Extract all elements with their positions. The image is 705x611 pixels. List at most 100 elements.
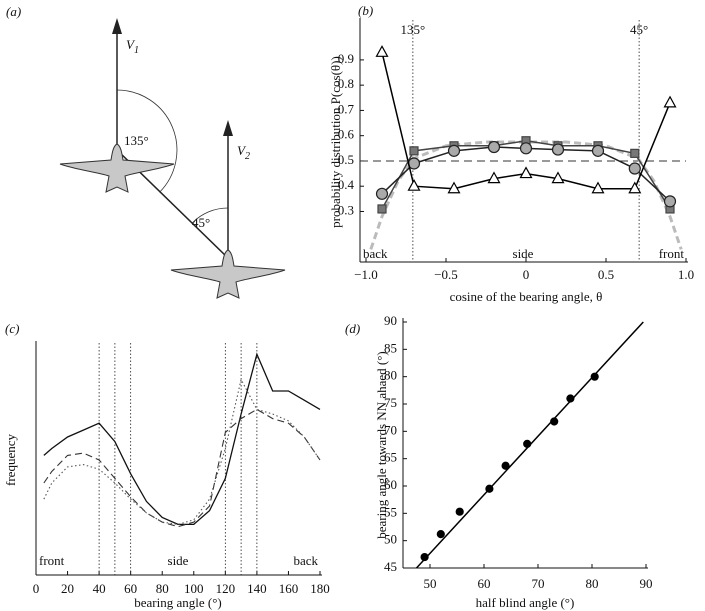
y-tick-label: 0.3 xyxy=(338,202,354,217)
x-axis-label: bearing angle (°) xyxy=(134,595,222,610)
marker xyxy=(407,178,421,191)
marker xyxy=(447,181,461,194)
chart-panel: (c) bearing angle (°) frequency 0 20 40 60 80 10… xyxy=(3,321,330,610)
series-line xyxy=(43,352,321,526)
x-tick-label: 100 xyxy=(184,581,204,596)
marker xyxy=(550,417,559,426)
velocity-label: V1 xyxy=(126,37,139,56)
y-axis-label: frequency xyxy=(3,434,18,486)
marker xyxy=(436,530,445,539)
diagram-a: (a) V1 V2 135° 45° xyxy=(6,4,286,299)
marker xyxy=(377,204,387,214)
series-line xyxy=(43,377,321,525)
series-line xyxy=(43,408,321,528)
marker xyxy=(375,187,389,200)
y-tick-label: 50 xyxy=(384,532,397,547)
marker xyxy=(447,144,461,157)
reference-label: 135° xyxy=(401,22,426,37)
x-axis-label: half blind angle (°) xyxy=(476,595,575,610)
x-tick-label: 70 xyxy=(532,576,545,591)
y-tick-label: 0.8 xyxy=(338,76,354,91)
region-label: side xyxy=(168,553,189,568)
velocity-label: V2 xyxy=(237,143,250,162)
y-tick-label: 90 xyxy=(384,313,397,328)
y-tick-label: 60 xyxy=(384,477,397,492)
y-tick-label: 45 xyxy=(384,559,397,574)
region-label: front xyxy=(39,553,65,568)
series-line xyxy=(369,140,683,250)
x-tick-label: 60 xyxy=(478,576,491,591)
region-label: back xyxy=(363,246,388,261)
marker xyxy=(501,461,510,470)
marker xyxy=(551,143,565,156)
marker xyxy=(630,148,640,158)
x-tick-label: 1.0 xyxy=(678,267,694,282)
marker xyxy=(663,95,677,108)
panel-label: (b) xyxy=(358,3,373,18)
arrow-head xyxy=(223,120,233,136)
x-tick-label: 140 xyxy=(247,581,267,596)
marker xyxy=(455,507,464,516)
x-tick-label: 0 xyxy=(523,267,530,282)
marker xyxy=(551,171,565,184)
y-tick-label: 70 xyxy=(384,422,397,437)
x-tick-label: 180 xyxy=(310,581,330,596)
marker xyxy=(591,181,605,194)
region-label: back xyxy=(293,553,318,568)
region-label: front xyxy=(659,246,685,261)
y-tick-label: 65 xyxy=(384,450,397,465)
marker xyxy=(523,439,532,449)
angle-arc xyxy=(192,207,229,223)
marker xyxy=(420,552,429,562)
marker xyxy=(409,146,419,156)
x-tick-label: −1.0 xyxy=(354,267,378,282)
angle-label: 45° xyxy=(192,215,210,230)
x-axis-label: cosine of the bearing angle, θ xyxy=(450,289,603,304)
x-tick-label: 0 xyxy=(33,581,40,596)
marker xyxy=(487,140,501,154)
y-tick-label: 80 xyxy=(384,368,397,383)
y-tick-label: 55 xyxy=(384,504,397,519)
x-tick-label: 40 xyxy=(93,581,106,596)
x-tick-label: 0.5 xyxy=(598,267,614,282)
y-tick-label: 0.4 xyxy=(338,177,355,192)
x-tick-label: 50 xyxy=(424,576,437,591)
y-tick-label: 75 xyxy=(384,395,397,410)
y-tick-label: 0.7 xyxy=(338,101,355,116)
panel-label: (d) xyxy=(345,321,360,336)
marker xyxy=(590,372,599,381)
marker xyxy=(487,171,501,184)
marker xyxy=(628,162,641,175)
x-tick-label: 90 xyxy=(640,576,653,591)
x-tick-label: 160 xyxy=(279,581,299,596)
panel-label: (c) xyxy=(5,321,19,336)
y-tick-label: 0.9 xyxy=(338,51,354,66)
x-tick-label: 60 xyxy=(124,581,137,596)
x-tick-label: 20 xyxy=(61,581,74,596)
y-axis-label: bearing angle towards NN ahaed (°) xyxy=(374,351,389,538)
y-axis-label: probability distribution P(cos(θ)) xyxy=(328,56,343,228)
x-tick-label: 80 xyxy=(586,576,599,591)
marker xyxy=(519,142,533,155)
y-tick-label: 0.6 xyxy=(338,127,355,142)
chart-panel: (d) half blind angle (°) bearing angle tow… xyxy=(345,313,653,610)
x-tick-label: −0.5 xyxy=(434,267,458,282)
y-tick-label: 85 xyxy=(384,340,397,355)
bird xyxy=(59,143,175,193)
arrow-head xyxy=(112,18,122,34)
marker xyxy=(375,45,389,57)
x-tick-label: 80 xyxy=(156,581,169,596)
marker xyxy=(485,484,494,493)
marker xyxy=(519,166,533,179)
angle-arc xyxy=(116,89,178,193)
panel-label: (a) xyxy=(6,4,21,19)
region-label: side xyxy=(513,246,534,261)
reference-label: 45° xyxy=(630,22,648,37)
marker xyxy=(591,144,605,157)
marker xyxy=(628,181,642,194)
x-tick-label: 120 xyxy=(216,581,236,596)
bird xyxy=(170,249,286,299)
angle-label: 135° xyxy=(124,133,149,148)
y-tick-label: 0.5 xyxy=(338,152,354,167)
